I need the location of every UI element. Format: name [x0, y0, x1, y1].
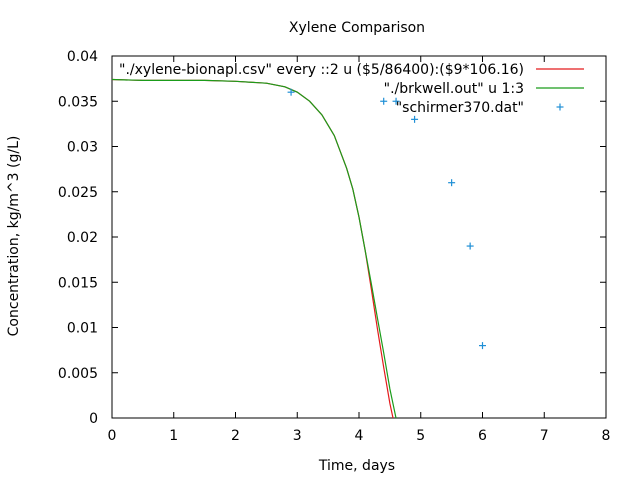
- series-line-1: [111, 78, 394, 419]
- chart-title: Xylene Comparison: [289, 20, 425, 36]
- data-point: [466, 242, 474, 250]
- data-point: [448, 179, 456, 187]
- x-tick-label: 1: [169, 428, 178, 444]
- plot-border: [111, 55, 607, 419]
- y-tick-label: 0.005: [58, 366, 98, 382]
- data-point: [411, 115, 419, 123]
- y-tick-label: 0.04: [67, 49, 98, 65]
- y-tick-label: 0.025: [58, 185, 98, 201]
- legend-label-3: "schirmer370.dat": [396, 100, 524, 116]
- x-tick-label: 5: [416, 428, 425, 444]
- y-tick-label: 0.035: [58, 94, 98, 110]
- data-point: [479, 342, 486, 350]
- y-tick-label: 0.03: [67, 140, 98, 156]
- x-axis-title: Time, days: [318, 458, 395, 474]
- x-tick-label: 8: [602, 428, 611, 444]
- data-point: [287, 88, 295, 96]
- series-line-2: [111, 78, 397, 419]
- data-point: [380, 97, 388, 105]
- data-point: [392, 97, 400, 105]
- y-tick-label: 0.01: [67, 321, 98, 337]
- y-axis-title: Concentration, kg/m^3 (g/L): [6, 136, 22, 337]
- x-tick-label: 3: [293, 428, 302, 444]
- x-tick-label: 2: [231, 428, 240, 444]
- legend-swatch-3: [556, 103, 564, 111]
- legend: "./xylene-bionapl.csv" every ::2 u ($5/8…: [119, 62, 584, 116]
- series-layer: [111, 78, 486, 419]
- x-tick-label: 7: [540, 428, 549, 444]
- y-tick-label: 0: [89, 411, 98, 427]
- y-tick-label: 0.02: [67, 230, 98, 246]
- x-tick-label: 6: [478, 428, 487, 444]
- legend-label-2: "./brkwell.out" u 1:3: [384, 81, 524, 97]
- x-axis: 0 1 2 3 4 5 6 7 8: [108, 56, 611, 444]
- y-axis: 0 0.005 0.01 0.015 0.02 0.025 0.03 0.035 0.04: [58, 49, 606, 427]
- x-tick-label: 4: [355, 428, 364, 444]
- y-tick-label: 0.015: [58, 275, 98, 291]
- plot-frame: [111, 55, 607, 419]
- x-tick-label: 0: [108, 428, 117, 444]
- legend-label-1: "./xylene-bionapl.csv" every ::2 u ($5/8…: [119, 62, 524, 78]
